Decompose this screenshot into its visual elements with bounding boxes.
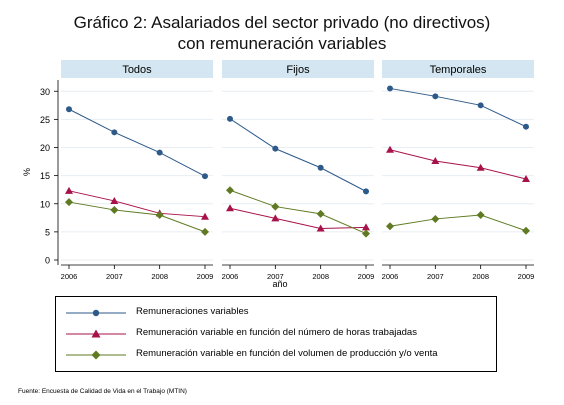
series-line [68,108,206,177]
series-line [389,149,527,180]
data-point-diamond [155,211,164,219]
data-point-triangle [271,214,280,222]
data-point-diamond [386,222,394,231]
data-point-diamond [226,186,234,195]
x-tick-label: 2006 [382,272,399,281]
data-point-circle [156,149,163,156]
data-point-triangle [65,186,73,194]
y-tick-label: 5 [45,227,50,237]
x-tick-label: 2008 [151,272,168,281]
data-point-diamond [431,214,440,223]
legend-label: Remuneración variable en función del núm… [136,327,417,338]
series-line [229,189,367,235]
y-tick-label: 25 [40,115,50,125]
data-point-circle [387,85,393,92]
panel-header [382,60,534,78]
y-tick-label: 20 [40,143,50,153]
data-point-triangle [386,145,394,153]
data-point-triangle [226,204,234,212]
series-line [389,214,527,232]
legend-label: Remuneraciones variables [136,306,249,317]
data-point-circle [432,93,439,100]
legend-marker-circle [66,309,126,317]
chart-legend: Remuneraciones variables Remuneración va… [55,296,497,372]
data-point-triangle [316,224,325,232]
y-tick-label: 30 [40,87,50,97]
data-point-circle [66,106,72,113]
data-point-circle [523,123,529,130]
data-point-diamond [522,226,530,235]
legend-item-volumen-produccion: Remuneración variable en función del vol… [56,345,496,365]
chart-source-note: Fuente: Encuesta de Calidad de Vida en e… [18,388,187,395]
legend-marker-triangle [66,329,126,338]
x-tick-label: 2007 [106,272,123,281]
x-tick-label: 2006 [61,272,78,281]
series-line [229,118,367,192]
chart-title-line-1: Gráfico 2: Asalariados del sector privad… [73,13,491,32]
data-point-diamond [362,229,370,238]
y-tick-label: 15 [40,171,50,181]
series-line [389,87,527,128]
data-point-circle [363,188,369,195]
series-line [68,201,206,233]
data-point-circle [202,173,208,180]
x-axis-label: año [272,279,287,289]
chart-plot-area: % 0 5 10 15 20 25 30 Todos 2006 2007 2008 2009 Fijos 2… [22,60,535,289]
data-point-diamond [316,209,325,218]
legend-marker-diamond [66,350,126,360]
x-tick-label: 2006 [222,272,239,281]
panel-title: Fijos [286,64,310,76]
data-point-diamond [65,198,73,207]
y-axis-label: % [22,168,32,176]
legend-label: Remuneración variable en función del vol… [136,348,438,359]
x-tick-label: 2007 [427,272,444,281]
data-point-diamond [110,205,119,214]
data-point-triangle [201,212,209,220]
legend-item-horas-trabajadas: Remuneración variable en función del núm… [56,324,496,344]
data-point-diamond [271,202,280,211]
panel-title: Todos [122,64,152,76]
chart-title-line-2: con remuneración variables [177,34,387,53]
panel-title: Temporales [430,64,487,76]
x-tick-label: 2007 [267,272,284,281]
y-tick-label: 0 [45,256,50,266]
data-point-triangle [522,175,530,182]
data-point-diamond [201,227,209,236]
data-point-triangle [431,157,440,164]
data-point-triangle [476,163,485,171]
legend-item-remuneraciones-variables: Remuneraciones variables [56,303,496,323]
y-tick-label: 10 [40,199,50,209]
x-tick-label: 2009 [518,272,535,281]
x-tick-label: 2008 [472,272,489,281]
data-point-circle [272,145,279,152]
series-line [229,207,367,230]
data-point-diamond [476,211,485,219]
data-point-circle [227,115,233,122]
panel-header [222,60,374,78]
data-point-triangle [110,196,119,204]
data-point-circle [111,129,118,136]
x-tick-label: 2009 [197,272,214,281]
data-point-circle [317,164,324,171]
data-point-triangle [362,223,370,231]
data-point-circle [477,102,484,109]
series-line [68,190,206,218]
panel-header [61,60,213,78]
x-tick-label: 2008 [312,272,329,281]
x-tick-label: 2009 [358,272,375,281]
